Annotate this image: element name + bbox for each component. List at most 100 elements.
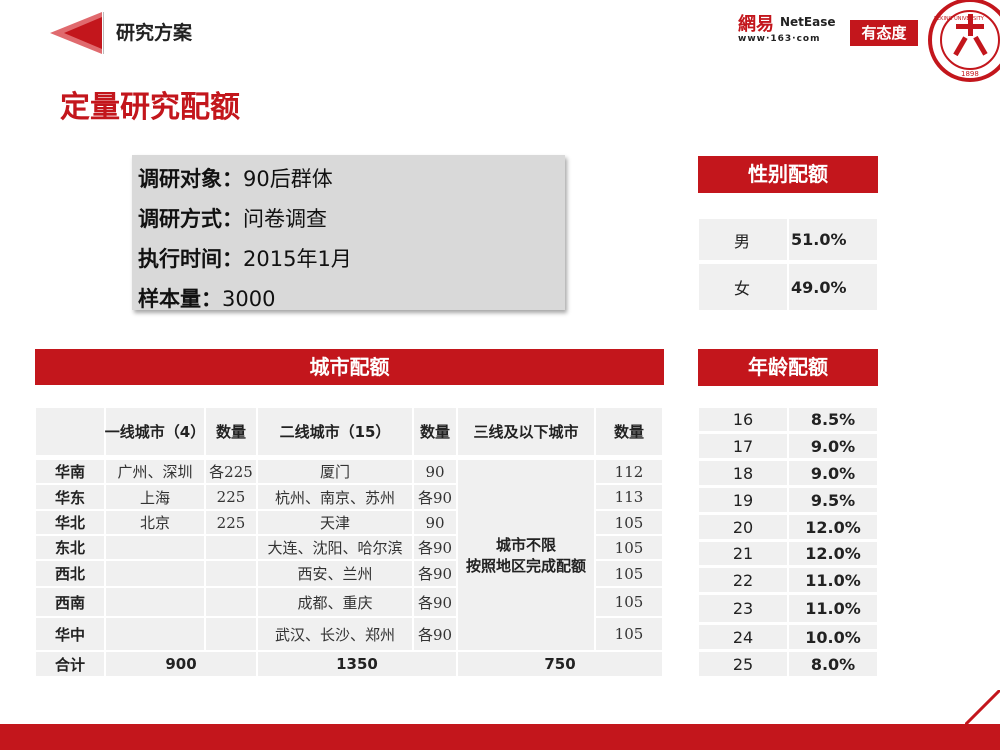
info-label: 调研方式： <box>138 207 243 231</box>
tier1-cities <box>106 536 204 559</box>
tier1-cities <box>106 588 204 616</box>
total-label: 合计 <box>36 652 104 676</box>
corner-decoration-icon <box>965 690 1000 725</box>
column-header: 数量 <box>596 408 662 455</box>
netease-logo-cn: 網易 <box>738 14 774 35</box>
tier2-count: 90 <box>414 511 456 534</box>
info-line-sample: 样本量：3000 <box>138 283 275 313</box>
city-quota-header: 城市配额 <box>35 349 664 385</box>
tier1-cities: 广州、深圳 <box>106 460 204 483</box>
region-label: 华东 <box>36 485 104 509</box>
column-header: 数量 <box>206 408 256 455</box>
netease-logo: 網易 NetEase www·163·com <box>738 14 844 48</box>
tier3-count: 105 <box>596 511 662 534</box>
age-label: 19 <box>699 488 787 512</box>
gender-label: 男 <box>699 219 787 260</box>
info-label: 执行时间： <box>138 247 243 271</box>
tier3-note-line: 城市不限 <box>495 536 556 554</box>
pku-seal-year: 1898 <box>961 70 979 78</box>
info-value: 2015年1月 <box>243 247 352 271</box>
total-tier2: 1350 <box>258 652 456 676</box>
tier1-count <box>206 588 256 616</box>
tier1-count: 225 <box>206 511 256 534</box>
gender-value: 49.0% <box>789 264 877 310</box>
section-title: 研究方案 <box>116 22 193 44</box>
info-value: 90后群体 <box>243 167 333 191</box>
info-label: 调研对象： <box>138 167 243 191</box>
info-value: 3000 <box>222 287 276 311</box>
tier1-cities: 北京 <box>106 511 204 534</box>
tier1-cities <box>106 618 204 650</box>
bottom-bar <box>0 724 1000 750</box>
tier1-count: 各225 <box>206 460 256 483</box>
age-label: 25 <box>699 652 787 676</box>
pku-seal-text: PEKING UNIVERSITY <box>934 16 985 22</box>
gender-quota-header: 性别配额 <box>698 156 878 193</box>
tier2-cities: 西安、兰州 <box>258 561 412 586</box>
tier3-count: 105 <box>596 536 662 559</box>
total-tier3: 750 <box>458 652 662 676</box>
age-label: 18 <box>699 461 787 485</box>
age-value: 11.0% <box>789 568 877 592</box>
tier1-cities <box>106 561 204 586</box>
column-header: 三线及以下城市 <box>458 408 594 455</box>
info-label: 样本量： <box>138 287 222 311</box>
tier2-count: 各90 <box>414 485 456 509</box>
age-label: 20 <box>699 515 787 539</box>
youtai-logo: 有态度 <box>850 20 918 46</box>
age-value: 8.0% <box>789 652 877 676</box>
tier3-note-line: 按照地区完成配额 <box>465 557 586 575</box>
netease-logo-en: NetEase <box>780 15 836 29</box>
survey-info-box: 调研对象：90后群体 调研方式：问卷调查 执行时间：2015年1月 样本量：30… <box>132 155 565 313</box>
tier2-count: 各90 <box>414 536 456 559</box>
info-line-method: 调研方式：问卷调查 <box>138 203 327 233</box>
age-value: 9.0% <box>789 434 877 458</box>
info-line-time: 执行时间：2015年1月 <box>138 243 352 273</box>
tier2-count: 各90 <box>414 618 456 650</box>
tier3-note: 城市不限按照地区完成配额 <box>458 460 594 650</box>
pku-seal-icon: PEKING UNIVERSITY 1898 <box>928 0 1000 82</box>
region-label: 西南 <box>36 588 104 616</box>
tier2-cities: 武汉、长沙、郑州 <box>258 618 412 650</box>
tier2-count: 90 <box>414 460 456 483</box>
age-value: 12.0% <box>789 542 877 565</box>
header-divider <box>103 12 104 54</box>
age-label: 16 <box>699 408 787 431</box>
column-header: 一线城市（4） <box>105 408 205 455</box>
tier1-cities: 上海 <box>106 485 204 509</box>
age-value: 9.5% <box>789 488 877 512</box>
page-title: 定量研究配额 <box>60 90 240 125</box>
gender-value: 51.0% <box>789 219 877 260</box>
netease-logo-url: www·163·com <box>738 34 821 44</box>
tier2-cities: 大连、沈阳、哈尔滨 <box>258 536 412 559</box>
region-label: 华中 <box>36 618 104 650</box>
tier3-count: 105 <box>596 618 662 650</box>
age-label: 17 <box>699 434 787 458</box>
age-value: 9.0% <box>789 461 877 485</box>
tier1-count <box>206 536 256 559</box>
tier1-count: 225 <box>206 485 256 509</box>
info-line-target: 调研对象：90后群体 <box>138 163 333 193</box>
tier2-cities: 杭州、南京、苏州 <box>258 485 412 509</box>
age-label: 23 <box>699 595 787 622</box>
tier1-count <box>206 561 256 586</box>
age-value: 10.0% <box>789 625 877 649</box>
age-value: 11.0% <box>789 595 877 622</box>
tier3-count: 112 <box>596 460 662 483</box>
tier2-cities: 成都、重庆 <box>258 588 412 616</box>
gender-label: 女 <box>699 264 787 310</box>
total-tier1: 900 <box>106 652 256 676</box>
age-value: 12.0% <box>789 515 877 539</box>
table-corner-cell <box>36 408 104 455</box>
back-arrow-icon <box>50 12 102 54</box>
tier3-count: 113 <box>596 485 662 509</box>
age-label: 22 <box>699 568 787 592</box>
region-label: 华南 <box>36 460 104 483</box>
region-label: 东北 <box>36 536 104 559</box>
tier2-cities: 厦门 <box>258 460 412 483</box>
tier1-count <box>206 618 256 650</box>
tier2-count: 各90 <box>414 588 456 616</box>
column-header: 数量 <box>414 408 456 455</box>
age-label: 24 <box>699 625 787 649</box>
region-label: 华北 <box>36 511 104 534</box>
